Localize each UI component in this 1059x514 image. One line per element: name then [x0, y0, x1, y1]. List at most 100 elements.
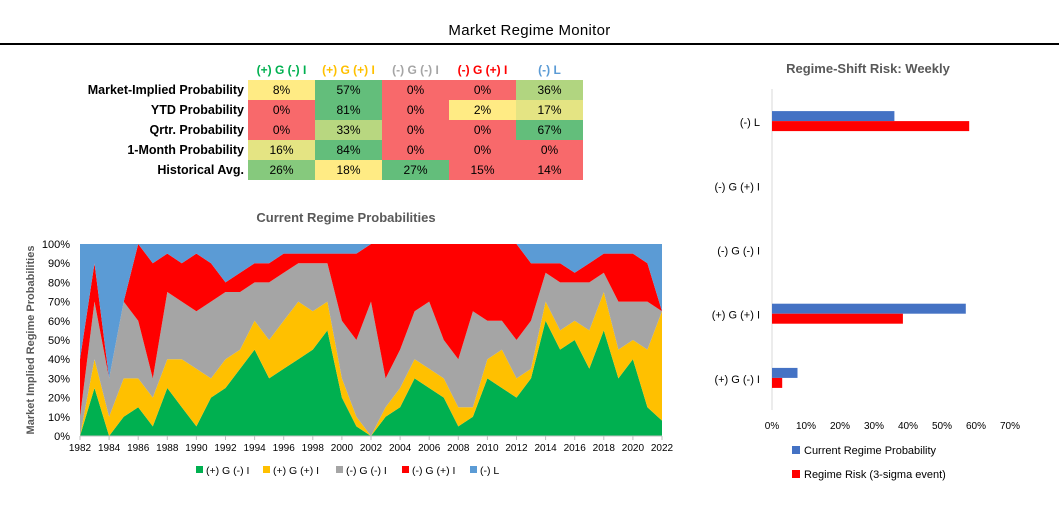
table-cell: 8%: [248, 80, 315, 100]
y-tick-label: 20%: [48, 393, 70, 405]
col-header: (-) G (-) I: [392, 63, 439, 77]
legend-swatch: [470, 466, 477, 473]
y-tick-label: 30%: [48, 373, 70, 385]
y-tick-label: 60%: [48, 316, 70, 328]
bar: [772, 303, 966, 314]
x-axis-ticks: 1982 1984 1986 1988 1990 1992 1994 1996 1998 2000…: [69, 436, 674, 454]
area-series: [80, 244, 662, 379]
row-label: YTD Probability: [150, 103, 244, 117]
bar: [772, 111, 895, 122]
y-tick-label: 70%: [48, 297, 70, 309]
chart-title: Regime-Shift Risk: Weekly: [786, 61, 951, 76]
table-cell: 0%: [382, 120, 449, 140]
area-series: [80, 244, 662, 417]
table-cell: 57%: [315, 80, 382, 100]
x-tick-label: 2006: [418, 443, 441, 454]
table-cell: 16%: [248, 140, 315, 160]
legend-label: Regime Risk (3-sigma event): [804, 469, 946, 481]
legend: (+) G (-) I (+) G (+) I (-) G (-) I (-) G (…: [196, 465, 499, 477]
table-cell: 33%: [315, 120, 382, 140]
table-row: 1-Month Probability 16% 84% 0% 0% 0%: [68, 140, 583, 160]
y-axis-label: Market Implied Regime Probabilities: [25, 246, 37, 435]
area-series: [80, 320, 662, 436]
legend-swatch: [263, 466, 270, 473]
legend-label: (-) L: [480, 465, 499, 477]
category-label: (-) G (+) I: [714, 181, 760, 193]
y-tick-label: 40%: [48, 354, 70, 366]
y-tick-label: 100%: [42, 239, 70, 251]
x-tick-label: 10%: [796, 421, 816, 432]
col-header: (-) G (+) I: [457, 63, 508, 77]
x-tick-label: 2000: [331, 443, 354, 454]
plot-area: [80, 244, 662, 437]
table-cell: 0%: [516, 140, 583, 160]
table-cell: 81%: [315, 100, 382, 120]
legend-label: (-) G (+) I: [412, 465, 455, 477]
chart-title: Current Regime Probabilities: [256, 210, 435, 225]
x-tick-label: 1988: [156, 443, 179, 454]
table-cell: 0%: [248, 100, 315, 120]
x-tick-label: 2004: [389, 443, 412, 454]
legend-label: (+) G (-) I: [206, 465, 249, 477]
x-tick-label: 50%: [932, 421, 952, 432]
table-cell: 0%: [382, 100, 449, 120]
y-tick-label: 80%: [48, 277, 70, 289]
table-cell: 0%: [382, 140, 449, 160]
table-cell: 0%: [449, 140, 516, 160]
col-header: (+) G (-) I: [256, 63, 307, 77]
legend-swatch: [792, 446, 800, 454]
x-tick-label: 70%: [1000, 421, 1020, 432]
regime-shift-risk-bar-chart: Regime-Shift Risk: Weekly (-) L (-) G (+)…: [712, 61, 1020, 481]
y-tick-label: 50%: [48, 335, 70, 347]
table-row: Market-Implied Probability 8% 57% 0% 0% …: [68, 80, 583, 100]
x-tick-label: 1998: [302, 443, 325, 454]
title-divider: [0, 43, 1059, 45]
table-cell: 0%: [449, 120, 516, 140]
table-cell: 0%: [449, 80, 516, 100]
x-tick-label: 2020: [622, 443, 645, 454]
x-tick-label: 2016: [564, 443, 587, 454]
y-tick-label: 10%: [48, 412, 70, 424]
x-tick-label: 2008: [447, 443, 470, 454]
x-tick-label: 1984: [98, 443, 121, 454]
table-row: Historical Avg. 26% 18% 27% 15% 14%: [68, 160, 583, 180]
area-series: [80, 292, 662, 436]
legend: Current Regime Probability Regime Risk (3…: [792, 445, 946, 481]
table-row: Qrtr. Probability 0% 33% 0% 0% 67%: [68, 120, 583, 140]
regime-probabilities-area-chart: Current Regime Probabilities Market Impl…: [25, 210, 674, 477]
x-tick-label: 0%: [765, 421, 780, 432]
x-tick-label: 1996: [273, 443, 296, 454]
category-label: (+) G (-) I: [714, 374, 760, 386]
page-title: Market Regime Monitor: [448, 22, 611, 39]
legend-swatch: [196, 466, 203, 473]
y-tick-label: 90%: [48, 258, 70, 270]
bar: [772, 377, 783, 388]
x-tick-label: 2012: [505, 443, 528, 454]
legend-swatch: [336, 466, 343, 473]
row-label: 1-Month Probability: [127, 143, 244, 157]
y-tick-label: 0%: [54, 431, 70, 443]
col-header: (-) L: [538, 63, 561, 77]
legend-swatch: [792, 470, 800, 478]
category-label: (+) G (+) I: [712, 310, 760, 322]
table-cell: 2%: [449, 100, 516, 120]
legend-swatch: [402, 466, 409, 473]
bar: [772, 367, 798, 378]
table-cell: 17%: [516, 100, 583, 120]
x-tick-label: 40%: [898, 421, 918, 432]
category-label: (-) G (-) I: [717, 246, 760, 258]
x-tick-label: 2014: [534, 443, 557, 454]
area-series: [80, 263, 662, 436]
table-cell: 14%: [516, 160, 583, 180]
row-label: Market-Implied Probability: [87, 83, 244, 97]
bar: [772, 121, 970, 132]
table-cell: 0%: [248, 120, 315, 140]
col-header: (+) G (+) I: [322, 63, 375, 77]
table-header-row: (+) G (-) I (+) G (+) I (-) G (-) I (-) …: [248, 60, 583, 80]
x-tick-label: 1982: [69, 443, 92, 454]
y-axis-ticks: 0% 10% 20% 30% 40% 50% 60% 70% 80% 90% 100%: [42, 239, 70, 443]
table-cell: 26%: [248, 160, 315, 180]
x-tick-label: 1986: [127, 443, 150, 454]
x-tick-label: 1992: [214, 443, 237, 454]
row-label: Historical Avg.: [157, 163, 244, 177]
